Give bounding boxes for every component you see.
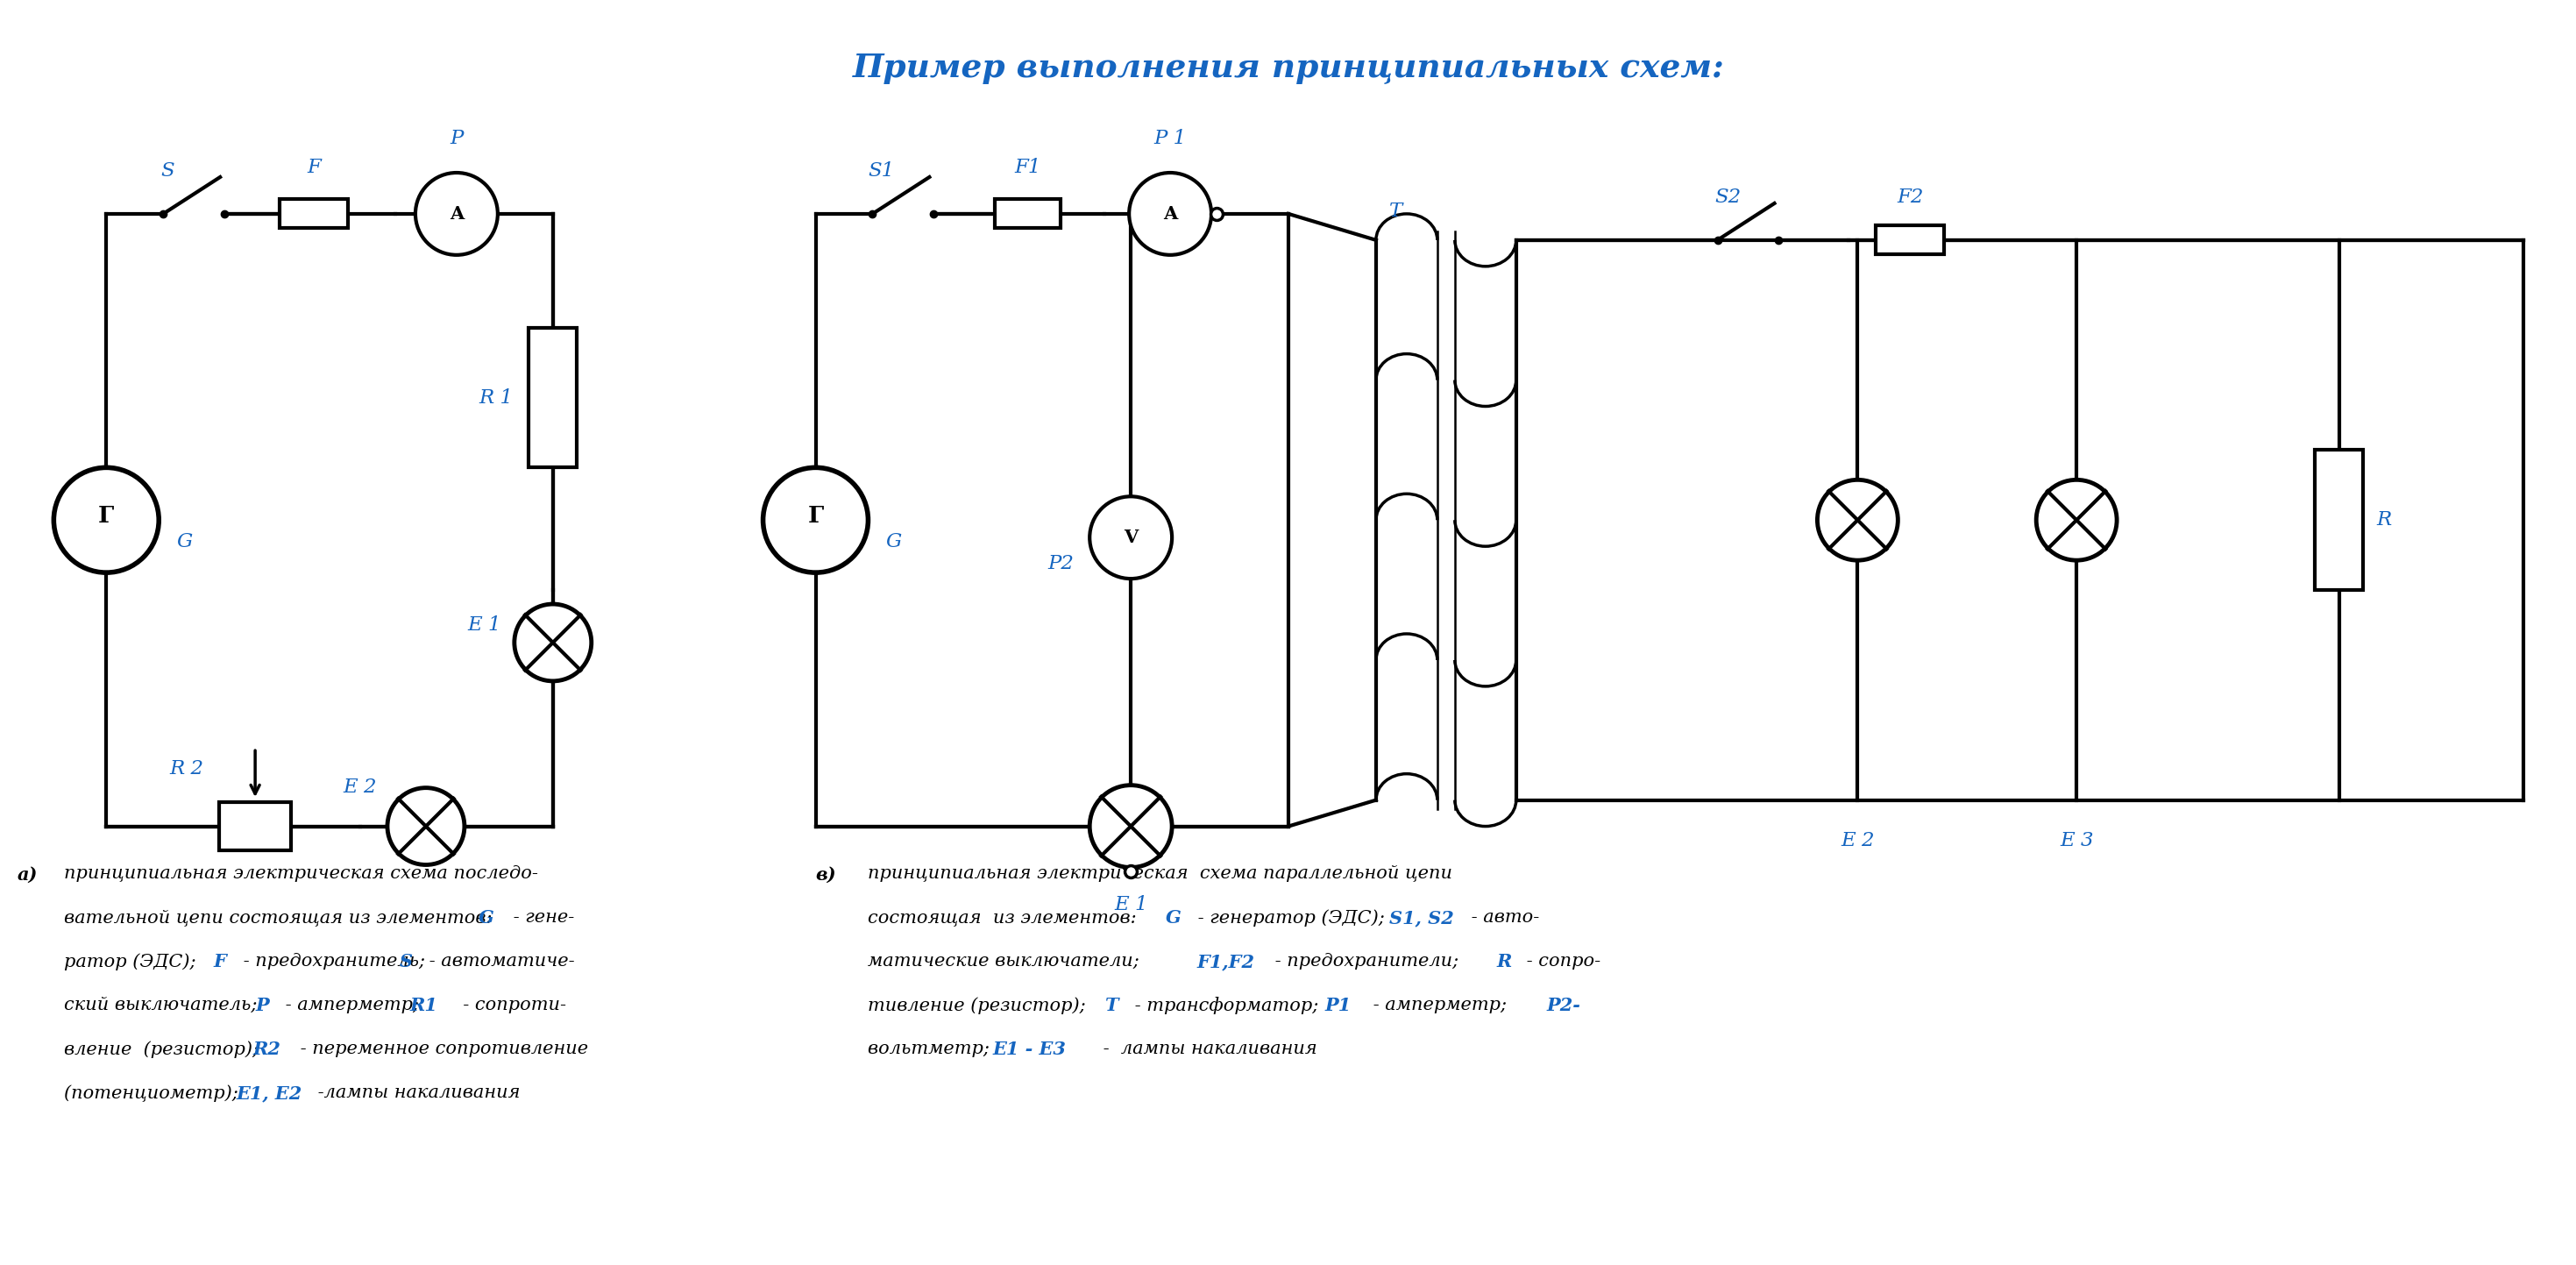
Text: состоящая  из элементов:: состоящая из элементов: — [868, 910, 1149, 926]
Text: R2: R2 — [252, 1041, 281, 1059]
Bar — [281, 200, 348, 228]
Text: тивление (резистор);: тивление (резистор); — [868, 997, 1092, 1015]
Text: - амперметр;: - амперметр; — [281, 997, 430, 1013]
Text: R 2: R 2 — [170, 759, 204, 778]
Text: S: S — [160, 162, 175, 181]
Text: F2: F2 — [1896, 187, 1924, 207]
Text: принципиальная электрическая схема последо-: принципиальная электрическая схема после… — [64, 865, 538, 882]
Circle shape — [1090, 496, 1172, 578]
Bar — [528, 328, 577, 468]
Text: S: S — [399, 953, 412, 970]
Text: Пример выполнения принципиальных схем:: Пример выполнения принципиальных схем: — [853, 52, 1723, 85]
Text: - сопроти-: - сопроти- — [451, 997, 567, 1013]
Text: а): а) — [18, 865, 39, 883]
Text: A: A — [1164, 205, 1177, 223]
Text: - автоматиче-: - автоматиче- — [422, 953, 574, 970]
Text: вательной цепи состоящая из элементов:: вательной цепи состоящая из элементов: — [64, 910, 497, 926]
Circle shape — [1816, 479, 1899, 560]
Text: E 1: E 1 — [466, 615, 502, 635]
Text: R1: R1 — [410, 997, 438, 1015]
Text: P2: P2 — [1048, 554, 1074, 573]
Text: F1,F2: F1,F2 — [1195, 953, 1255, 970]
Bar — [994, 200, 1061, 228]
Text: принципиальная электрическая  схема параллельной цепи: принципиальная электрическая схема парал… — [868, 865, 1453, 882]
Text: F1: F1 — [1015, 158, 1041, 177]
Text: вление  (резистор);: вление (резистор); — [64, 1041, 265, 1058]
Text: вольтметр;: вольтметр; — [868, 1041, 997, 1058]
Text: ский выключатель;: ский выключатель; — [64, 997, 268, 1013]
Text: Т: Т — [1105, 997, 1118, 1015]
Text: G: G — [175, 533, 193, 552]
Text: - переменное сопротивление: - переменное сопротивление — [294, 1041, 587, 1058]
Text: V: V — [1123, 529, 1139, 546]
Circle shape — [1128, 173, 1211, 256]
Text: (потенциометр);: (потенциометр); — [64, 1084, 245, 1102]
Circle shape — [2035, 479, 2117, 560]
Text: - амперметр;: - амперметр; — [1368, 997, 1517, 1013]
Circle shape — [415, 173, 497, 256]
Text: P1: P1 — [1324, 997, 1352, 1015]
Text: G: G — [1167, 910, 1182, 927]
Text: - предохранитель;: - предохранитель; — [237, 953, 430, 970]
Text: E 1: E 1 — [1113, 896, 1149, 915]
Text: -  лампы накаливания: - лампы накаливания — [1097, 1041, 1316, 1058]
Text: G: G — [479, 910, 495, 927]
Text: R 1: R 1 — [479, 388, 513, 407]
Text: Г: Г — [809, 505, 824, 526]
Text: ратор (ЭДС);: ратор (ЭДС); — [64, 953, 201, 970]
Text: P: P — [255, 997, 268, 1015]
Bar — [2316, 450, 2362, 589]
Text: S1: S1 — [868, 162, 894, 181]
Text: T: T — [1388, 201, 1401, 221]
Text: S2: S2 — [1716, 187, 1741, 207]
Text: - гене-: - гене- — [507, 910, 574, 926]
Text: F: F — [307, 158, 322, 177]
Text: - генератор (ЭДС);: - генератор (ЭДС); — [1193, 910, 1396, 927]
Text: P: P — [451, 129, 464, 148]
Text: - предохранители;: - предохранители; — [1270, 953, 1463, 970]
Text: R: R — [2378, 510, 2391, 530]
Text: - авто-: - авто- — [1466, 910, 1540, 926]
Text: E 2: E 2 — [343, 777, 376, 797]
Text: G: G — [886, 533, 902, 552]
Text: E 2: E 2 — [1842, 831, 1875, 850]
Text: E1 - E3: E1 - E3 — [992, 1041, 1066, 1059]
Circle shape — [1090, 786, 1172, 868]
Text: - трансформатор;: - трансформатор; — [1128, 997, 1324, 1015]
Text: E1, E2: E1, E2 — [237, 1084, 301, 1102]
Text: S1, S2: S1, S2 — [1388, 910, 1453, 927]
Text: A: A — [448, 205, 464, 223]
Text: P2-: P2- — [1546, 997, 1582, 1015]
Text: матические выключатели;: матические выключатели; — [868, 953, 1146, 970]
Bar — [219, 802, 291, 850]
Text: F: F — [214, 953, 227, 970]
Text: Г: Г — [98, 505, 113, 526]
Text: R: R — [1497, 953, 1512, 970]
Text: - сопро-: - сопро- — [1520, 953, 1600, 970]
Text: P 1: P 1 — [1154, 129, 1188, 148]
Text: в): в) — [817, 865, 837, 883]
Text: -лампы накаливания: -лампы накаливания — [312, 1084, 520, 1101]
Circle shape — [386, 788, 464, 865]
Text: E 3: E 3 — [2061, 831, 2094, 850]
Circle shape — [515, 605, 592, 681]
Bar — [1875, 225, 1945, 254]
